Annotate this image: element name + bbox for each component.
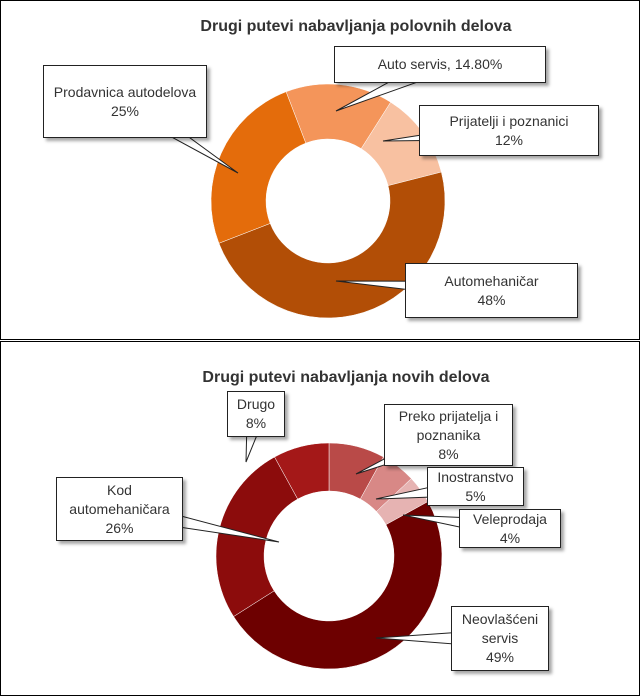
chart-title: Drugi putevi nabavljanja polovnih delova [200,18,511,35]
data-label: Neovlašćeni servis 49% [451,606,549,671]
label-category: Veleprodaja [473,510,547,527]
label-category: Preko prijatelja i poznanika [398,407,499,443]
data-label: Preko prijatelja i poznanika 8% [384,404,513,466]
label-value: 12% [494,131,524,148]
data-label: Auto servis, 14.80% [334,46,546,83]
label-value: 48% [477,291,506,308]
label-value: 8% [245,415,267,431]
label-value: 26% [105,519,134,536]
label-value: 25% [110,102,140,119]
label-category: Automehaničar [444,272,539,289]
data-label: Prodavnica autodelova 25% [43,65,207,138]
data-label: Veleprodaja 4% [459,509,561,548]
label-value: 14.80% [454,56,503,72]
label-value: 49% [485,649,515,665]
label-category: Prodavnica autodelova [53,83,197,100]
data-label: Inostranstvo 5% [427,467,524,506]
chart-panel: Drugi putevi nabavljanja polovnih delova… [0,0,640,340]
label-category: Kod automehaničara [69,481,170,517]
data-label: Automehaničar 48% [405,263,578,318]
label-category: Neovlašćeni servis [461,611,539,646]
data-label: Kod automehaničara 26% [56,477,183,541]
donut-slice [210,91,307,244]
data-label: Prijatelji i poznanici 12% [419,105,599,156]
label-category: Prijatelji i poznanici [449,112,569,129]
label-category: Drugo [236,396,276,412]
label-category: Inostranstvo [437,468,514,485]
chart-title: Drugi putevi nabavljanja novih delova [202,369,489,386]
chart-panel: Drugi putevi nabavljanja novih delova Pr… [0,341,640,696]
data-label: Drugo 8% [227,391,285,437]
label-category: Auto servis, [377,56,451,72]
label-value: 8% [438,445,459,462]
label-value: 4% [499,529,521,546]
donut-slice [274,442,330,500]
label-value: 5% [465,487,486,504]
